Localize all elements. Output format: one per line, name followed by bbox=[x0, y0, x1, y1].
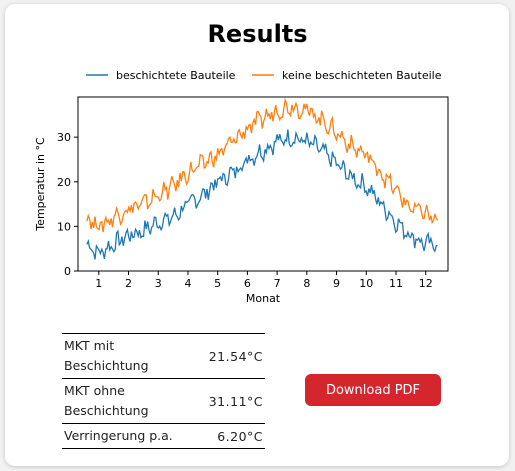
x-tick-label: 8 bbox=[303, 277, 310, 290]
table-row: MKT mit Beschichtung 21.54°C bbox=[62, 333, 265, 379]
row-value: 21.54°C bbox=[176, 333, 265, 379]
x-tick-label: 4 bbox=[184, 277, 191, 290]
results-table: MKT mit Beschichtung 21.54°C MKT ohne Be… bbox=[62, 333, 265, 449]
legend-label: beschichtete Bauteile bbox=[116, 69, 236, 82]
x-tick-label: 10 bbox=[359, 277, 373, 290]
plot-frame bbox=[77, 96, 449, 272]
x-tick-label: 3 bbox=[155, 277, 162, 290]
y-tick-label: 10 bbox=[57, 220, 71, 233]
y-tick-label: 30 bbox=[57, 131, 71, 144]
x-tick-label: 7 bbox=[274, 277, 281, 290]
download-pdf-button[interactable]: Download PDF bbox=[305, 374, 441, 406]
row-value: 6.20°C bbox=[176, 423, 265, 449]
x-tick-label: 12 bbox=[419, 277, 433, 290]
row-label: MKT ohne Beschichtung bbox=[62, 378, 176, 424]
x-axis-label: Monat bbox=[246, 292, 281, 305]
table-row: Verringerung p.a. 6.20°C bbox=[62, 423, 265, 449]
page-title: Results bbox=[207, 20, 308, 48]
y-tick-label: 0 bbox=[64, 265, 71, 278]
x-tick-label: 6 bbox=[244, 277, 251, 290]
table-row: MKT ohne Beschichtung 31.11°C bbox=[62, 378, 265, 424]
legend-label: keine beschichteten Bauteile bbox=[282, 69, 442, 82]
series-line bbox=[86, 129, 438, 260]
y-tick-label: 20 bbox=[57, 176, 71, 189]
x-tick-label: 1 bbox=[95, 277, 102, 290]
row-label: MKT mit Beschichtung bbox=[62, 333, 176, 379]
row-label: Verringerung p.a. bbox=[62, 423, 176, 449]
row-value: 31.11°C bbox=[176, 378, 265, 424]
y-axis-label: Temperatur in °C bbox=[34, 137, 47, 232]
x-tick-label: 9 bbox=[333, 277, 340, 290]
x-tick-label: 2 bbox=[125, 277, 132, 290]
series-line bbox=[86, 97, 439, 233]
x-tick-label: 11 bbox=[389, 277, 403, 290]
x-tick-label: 5 bbox=[214, 277, 221, 290]
